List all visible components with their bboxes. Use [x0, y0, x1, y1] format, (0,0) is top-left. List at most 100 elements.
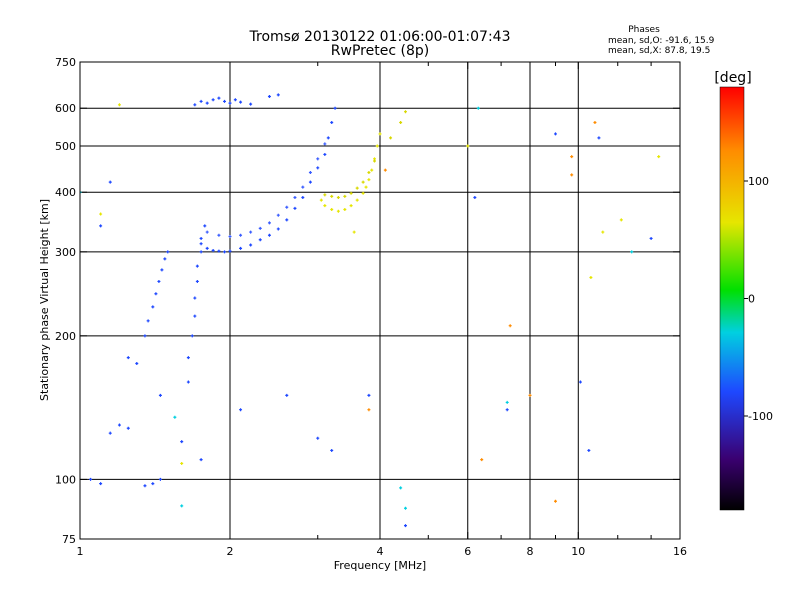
axis-tick-labels: 1 2 4 6 8 10 16 75 100 200 300 400 500 600 750 — [55, 56, 687, 558]
data-point — [160, 268, 164, 272]
data-point — [389, 136, 393, 140]
data-point — [570, 155, 574, 159]
data-point — [375, 144, 379, 148]
chart-subtitle: RwPretec (8p) — [331, 43, 429, 59]
data-point — [199, 458, 203, 462]
data-point — [553, 132, 557, 136]
data-point — [578, 380, 582, 384]
grid-lines — [80, 62, 680, 539]
data-point — [308, 170, 312, 174]
data-point — [367, 393, 371, 397]
data-point — [146, 319, 150, 323]
data-point — [239, 233, 243, 237]
y-axis-label: Stationary phase Virtual Height [km] — [38, 199, 51, 401]
data-point — [285, 393, 289, 397]
data-points — [80, 93, 661, 528]
data-point — [217, 249, 221, 253]
data-point — [293, 195, 297, 199]
data-point — [399, 486, 403, 490]
data-point — [205, 230, 209, 234]
trace-scattered_high_freq — [330, 132, 653, 528]
data-point — [508, 324, 512, 328]
data-point — [323, 193, 327, 197]
trace-scattered_cyan — [80, 106, 634, 510]
legend-title: Phases — [628, 25, 660, 35]
data-point — [143, 334, 147, 338]
colorbar — [719, 86, 745, 511]
data-point — [466, 144, 470, 148]
data-point — [249, 230, 253, 234]
trace-e_region_trace — [143, 250, 170, 338]
x-tick-label: 10 — [571, 545, 585, 558]
plot-frame — [79, 61, 681, 540]
trace-x_f_layer_upper — [323, 110, 407, 199]
data-point — [211, 248, 215, 252]
data-point — [570, 173, 574, 177]
data-point — [205, 246, 209, 250]
colorbar-label: [deg] — [714, 70, 751, 86]
data-point — [233, 98, 237, 102]
data-point — [166, 250, 170, 254]
data-point — [349, 191, 353, 195]
data-point — [367, 178, 371, 182]
data-point — [330, 121, 334, 125]
data-point — [343, 194, 347, 198]
data-point — [249, 243, 253, 247]
data-point — [108, 431, 112, 435]
data-point — [480, 458, 484, 462]
x-tick-label: 6 — [464, 545, 471, 558]
data-point — [355, 198, 359, 202]
y-tick-label: 300 — [55, 246, 76, 259]
data-point — [151, 305, 155, 309]
trace-sporadic_column — [186, 224, 207, 384]
data-point — [186, 356, 190, 360]
data-point — [476, 106, 480, 110]
data-point — [151, 482, 155, 486]
data-point — [193, 314, 197, 318]
trace-scattered_low_freq — [99, 180, 320, 462]
data-point — [211, 98, 215, 102]
data-point — [528, 393, 532, 397]
data-point — [267, 94, 271, 98]
data-point — [143, 484, 147, 488]
data-point — [308, 180, 312, 184]
data-point — [649, 236, 653, 240]
y-tick-label: 100 — [55, 473, 76, 486]
data-point — [158, 477, 162, 481]
data-point — [108, 180, 112, 184]
data-point — [217, 96, 221, 100]
data-point — [193, 296, 197, 300]
y-tick-label: 200 — [55, 330, 76, 343]
data-point — [319, 198, 323, 202]
data-point — [195, 279, 199, 283]
data-point — [223, 250, 227, 254]
data-point — [361, 180, 365, 184]
data-point — [326, 136, 330, 140]
y-tick-label: 500 — [55, 140, 76, 153]
y-tick-label: 600 — [55, 102, 76, 115]
data-point — [316, 166, 320, 170]
data-point — [99, 224, 103, 228]
y-tick-label: 400 — [55, 186, 76, 199]
trace-low_echoes — [89, 423, 162, 488]
data-point — [352, 230, 356, 234]
data-point — [258, 238, 262, 242]
y-tick-label: 750 — [55, 56, 76, 69]
data-point — [99, 212, 103, 216]
data-point — [239, 246, 243, 250]
data-point — [180, 440, 184, 444]
x-tick-label: 4 — [377, 545, 384, 558]
data-point — [355, 186, 359, 190]
data-point — [285, 205, 289, 209]
data-point — [553, 499, 557, 503]
trace-cluster_top — [193, 93, 280, 107]
data-point — [117, 423, 121, 427]
data-point — [157, 279, 161, 283]
data-point — [630, 250, 634, 254]
data-point — [258, 226, 262, 230]
data-point — [399, 121, 403, 125]
x-tick-label: 1 — [77, 545, 84, 558]
trace-x_f_layer — [319, 132, 382, 213]
data-point — [80, 190, 82, 194]
data-point — [99, 482, 103, 486]
